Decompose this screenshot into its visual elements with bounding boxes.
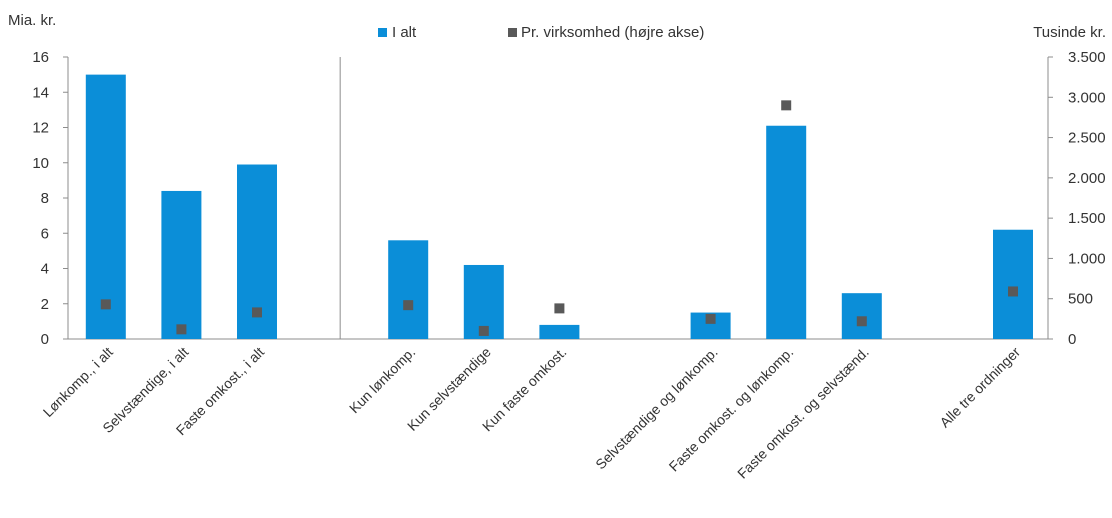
- category-label: Kun faste omkost.: [479, 344, 570, 435]
- bar: [539, 324, 580, 339]
- left-tick-label: 16: [32, 49, 49, 66]
- bar: [993, 229, 1033, 339]
- right-tick-label: 1.500: [1068, 210, 1106, 227]
- bar: [388, 240, 429, 339]
- marker: [1008, 286, 1018, 297]
- category-label: Faste omkost. og selvstænd.: [734, 344, 872, 482]
- marker: [856, 316, 867, 327]
- markers: [100, 100, 1018, 336]
- left-axis-title: Mia. kr.: [8, 12, 56, 29]
- category-label: Selvstændige og lønkomp.: [592, 344, 721, 473]
- right-tick-label: 2.000: [1068, 170, 1106, 187]
- left-tick-label: 2: [41, 296, 49, 313]
- marker: [100, 299, 111, 310]
- category-label: Alle tre ordninger: [936, 344, 1023, 431]
- bar: [85, 74, 126, 339]
- right-tick-label: 0: [1068, 331, 1076, 348]
- right-tick-label: 1.000: [1068, 250, 1106, 267]
- marker: [705, 313, 716, 324]
- legend: I alt Pr. virksomhed (højre akse): [378, 24, 704, 41]
- right-axis-title: Tusinde kr.: [1033, 24, 1106, 41]
- category-label: Lønkomp., i alt: [40, 344, 116, 420]
- category-label: Faste omkost. og lønkomp.: [666, 344, 797, 475]
- left-tick-label: 10: [32, 155, 49, 172]
- bar: [766, 125, 807, 339]
- marker: [781, 100, 792, 111]
- left-tick-label: 12: [32, 120, 49, 137]
- marker: [252, 307, 262, 318]
- right-tick-label: 500: [1068, 291, 1093, 308]
- right-tick-label: 2.500: [1068, 130, 1106, 147]
- bar: [841, 293, 882, 339]
- legend-label-markers: Pr. virksomhed (højre akse): [521, 24, 704, 41]
- left-tick-label: 14: [32, 84, 49, 101]
- left-tick-label: 8: [41, 190, 49, 207]
- left-tick-label: 6: [41, 225, 49, 242]
- bars: [85, 74, 1033, 339]
- right-tick-label: 3.500: [1068, 49, 1106, 66]
- left-tick-label: 4: [41, 261, 49, 278]
- legend-label-bars: I alt: [392, 24, 417, 41]
- marker: [176, 324, 187, 335]
- left-tick-label: 0: [41, 331, 49, 348]
- legend-swatch-bars: [378, 28, 387, 37]
- category-label: Kun lønkomp.: [346, 344, 418, 416]
- legend-swatch-markers: [508, 28, 517, 37]
- bar: [161, 190, 202, 339]
- axes: 0 2 4 6 8 10 12 14 16 0 500 1.000 1.500 2.000 2.500 3.0…: [32, 49, 1105, 348]
- marker: [554, 303, 565, 314]
- right-tick-label: 3.000: [1068, 89, 1106, 106]
- marker: [478, 325, 489, 336]
- marker: [403, 300, 414, 311]
